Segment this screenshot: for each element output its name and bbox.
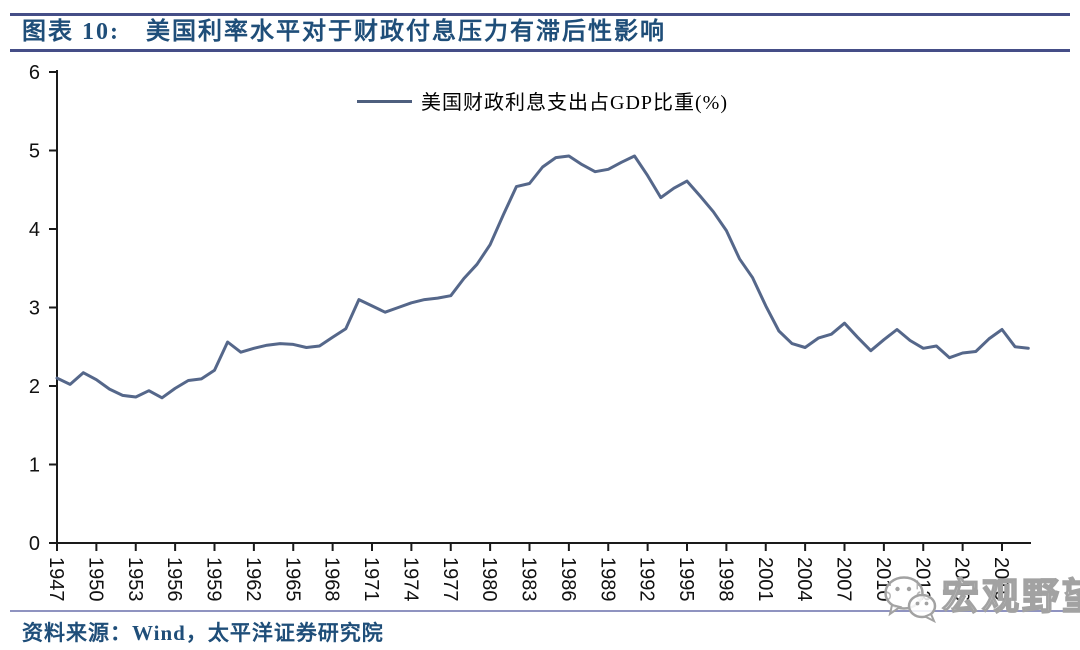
svg-text:1965: 1965	[281, 557, 303, 602]
svg-text:2016: 2016	[951, 557, 973, 602]
header-rule-bottom	[10, 49, 1070, 52]
legend-series-label: 美国财政利息支出占GDP比重(%)	[421, 92, 728, 114]
svg-text:1971: 1971	[360, 557, 382, 602]
svg-text:1992: 1992	[636, 557, 658, 602]
svg-text:2010: 2010	[872, 557, 894, 602]
svg-text:1959: 1959	[203, 557, 225, 602]
svg-text:6: 6	[29, 62, 40, 84]
source-text: 资料来源：Wind，太平洋证券研究院	[22, 621, 384, 645]
svg-text:2004: 2004	[793, 557, 815, 602]
svg-text:1977: 1977	[439, 557, 461, 602]
svg-text:5: 5	[29, 141, 40, 163]
svg-text:1: 1	[29, 455, 40, 477]
svg-text:2007: 2007	[833, 557, 855, 602]
chart-legend: 美国财政利息支出占GDP比重(%)	[357, 86, 728, 115]
svg-text:1995: 1995	[675, 557, 697, 602]
svg-text:1980: 1980	[478, 557, 500, 602]
svg-text:1947: 1947	[45, 557, 67, 602]
svg-text:1974: 1974	[399, 557, 421, 602]
svg-text:3: 3	[29, 298, 40, 320]
svg-text:4: 4	[29, 219, 40, 241]
svg-text:2: 2	[29, 376, 40, 398]
svg-text:1983: 1983	[518, 557, 540, 602]
svg-text:1968: 1968	[321, 557, 343, 602]
header-rule-top	[10, 13, 1070, 16]
figure-title: 图表 10: 美国利率水平对于财政付息压力有滞后性影响	[22, 19, 666, 45]
legend-line-swatch	[357, 100, 412, 103]
svg-text:1953: 1953	[124, 557, 146, 602]
svg-text:1950: 1950	[84, 557, 106, 602]
footer-rule	[10, 610, 1066, 612]
svg-text:1962: 1962	[242, 557, 264, 602]
svg-text:1986: 1986	[557, 557, 579, 602]
svg-text:0: 0	[29, 533, 40, 555]
svg-text:1956: 1956	[163, 557, 185, 602]
svg-text:2013: 2013	[911, 557, 933, 602]
svg-text:1989: 1989	[596, 557, 618, 602]
svg-text:1998: 1998	[714, 557, 736, 602]
svg-text:2001: 2001	[754, 557, 776, 602]
svg-text:2019: 2019	[990, 557, 1012, 602]
